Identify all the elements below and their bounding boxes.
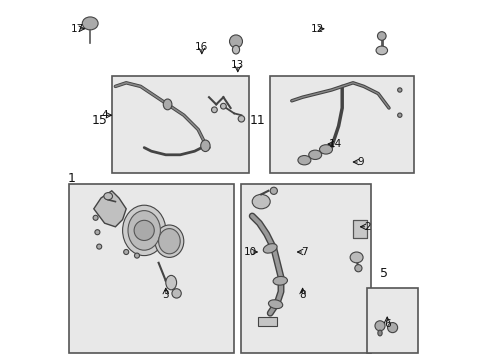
Circle shape [388,323,398,333]
Circle shape [134,253,140,258]
Circle shape [95,230,100,235]
Bar [258,317,277,326]
Ellipse shape [273,276,288,285]
Text: 11: 11 [250,114,266,127]
Ellipse shape [201,140,210,152]
Ellipse shape [159,229,180,254]
Circle shape [377,32,386,40]
Circle shape [375,321,385,331]
Text: 13: 13 [231,60,245,70]
Text: 10: 10 [244,247,257,257]
FancyBboxPatch shape [368,288,418,353]
Ellipse shape [128,211,160,250]
Polygon shape [94,191,126,227]
Text: 6: 6 [384,319,391,329]
Ellipse shape [163,99,172,110]
FancyBboxPatch shape [69,184,234,353]
Text: 8: 8 [299,290,306,300]
Circle shape [172,289,181,298]
Text: 3: 3 [163,290,169,300]
Circle shape [355,265,362,272]
Text: 9: 9 [357,157,364,167]
Ellipse shape [298,156,311,165]
Ellipse shape [166,275,176,290]
Text: 16: 16 [195,42,208,52]
Text: 14: 14 [328,139,342,149]
Ellipse shape [269,300,283,309]
Circle shape [134,220,154,240]
Circle shape [398,88,402,92]
Ellipse shape [252,194,270,209]
Text: 12: 12 [310,24,323,34]
FancyBboxPatch shape [242,184,371,353]
Circle shape [238,116,245,122]
Text: 17: 17 [71,24,84,34]
Text: 5: 5 [380,267,388,280]
FancyBboxPatch shape [112,76,248,173]
Text: 1: 1 [68,172,75,185]
Circle shape [220,103,226,109]
Text: 4: 4 [101,110,108,120]
Circle shape [229,35,243,48]
Text: 7: 7 [301,247,308,257]
Circle shape [270,187,277,194]
Ellipse shape [309,150,321,159]
Circle shape [212,107,217,113]
Ellipse shape [104,193,113,200]
Ellipse shape [82,17,98,30]
Ellipse shape [263,244,277,253]
Ellipse shape [376,46,388,55]
Ellipse shape [232,45,240,54]
Circle shape [123,249,129,255]
Ellipse shape [122,205,166,256]
Text: 15: 15 [91,114,107,127]
Ellipse shape [350,252,363,263]
Ellipse shape [155,225,184,257]
Bar [353,220,367,238]
Ellipse shape [378,330,382,336]
Circle shape [97,244,102,249]
Ellipse shape [319,145,333,154]
Bar [353,220,367,238]
FancyBboxPatch shape [270,76,414,173]
Text: 2: 2 [364,222,371,232]
Circle shape [398,113,402,117]
Circle shape [93,215,98,220]
